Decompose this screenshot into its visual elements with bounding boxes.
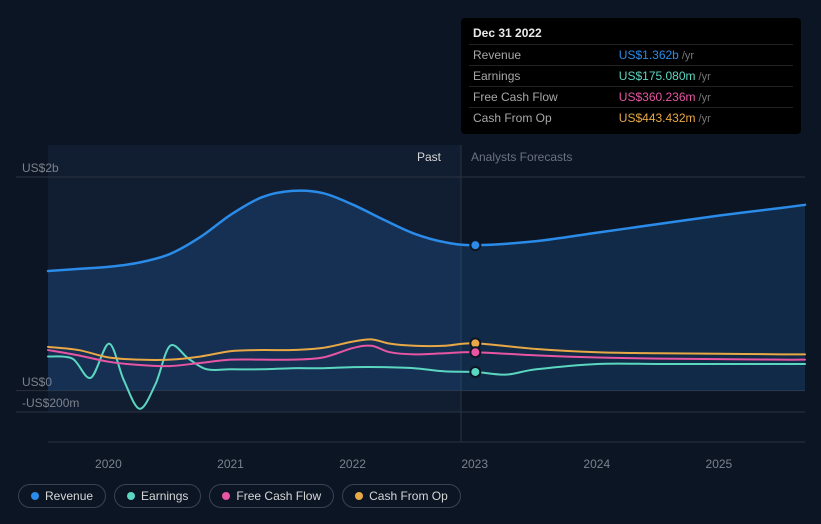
y-axis-label: -US$200m [22, 396, 79, 410]
tooltip-row-label: Earnings [469, 66, 615, 87]
tooltip-row-label: Free Cash Flow [469, 87, 615, 108]
past-section-label: Past [417, 150, 441, 164]
legend: Revenue Earnings Free Cash Flow Cash From O… [18, 484, 461, 508]
legend-item-free-cash-flow[interactable]: Free Cash Flow [209, 484, 334, 508]
tooltip-table: RevenueUS$1.362b/yrEarningsUS$175.080m/y… [469, 44, 793, 128]
tooltip-row-label: Cash From Op [469, 108, 615, 129]
y-axis-label: US$0 [22, 375, 52, 389]
hover-tooltip: Dec 31 2022 RevenueUS$1.362b/yrEarningsU… [461, 18, 801, 134]
x-axis-label: 2025 [706, 457, 733, 471]
legend-item-label: Revenue [45, 489, 93, 503]
legend-item-label: Cash From Op [369, 489, 448, 503]
x-axis-label: 2022 [339, 457, 366, 471]
legend-item-revenue[interactable]: Revenue [18, 484, 106, 508]
legend-item-cash-from-op[interactable]: Cash From Op [342, 484, 461, 508]
tooltip-row: EarningsUS$175.080m/yr [469, 66, 793, 87]
legend-dot-icon [31, 492, 39, 500]
tooltip-row-value: US$1.362b/yr [615, 45, 793, 66]
y-axis-label: US$2b [22, 161, 59, 175]
chart-container: US$2b US$0 -US$200m 2020 2021 2022 2023 … [0, 0, 821, 524]
legend-item-label: Free Cash Flow [236, 489, 321, 503]
tooltip-row: Cash From OpUS$443.432m/yr [469, 108, 793, 129]
legend-dot-icon [222, 492, 230, 500]
tooltip-row: Free Cash FlowUS$360.236m/yr [469, 87, 793, 108]
x-axis-label: 2021 [217, 457, 244, 471]
marker-earnings [470, 367, 480, 377]
x-axis-label: 2020 [95, 457, 122, 471]
x-axis-label: 2023 [461, 457, 488, 471]
tooltip-row-label: Revenue [469, 45, 615, 66]
legend-dot-icon [127, 492, 135, 500]
tooltip-row-value: US$443.432m/yr [615, 108, 793, 129]
forecast-section-label: Analysts Forecasts [471, 150, 572, 164]
x-axis-label: 2024 [583, 457, 610, 471]
tooltip-row: RevenueUS$1.362b/yr [469, 45, 793, 66]
legend-item-label: Earnings [141, 489, 188, 503]
legend-item-earnings[interactable]: Earnings [114, 484, 201, 508]
tooltip-date: Dec 31 2022 [469, 24, 793, 44]
marker-fcf [470, 347, 480, 357]
legend-dot-icon [355, 492, 363, 500]
tooltip-row-value: US$175.080m/yr [615, 66, 793, 87]
tooltip-row-value: US$360.236m/yr [615, 87, 793, 108]
marker-revenue [470, 240, 480, 250]
